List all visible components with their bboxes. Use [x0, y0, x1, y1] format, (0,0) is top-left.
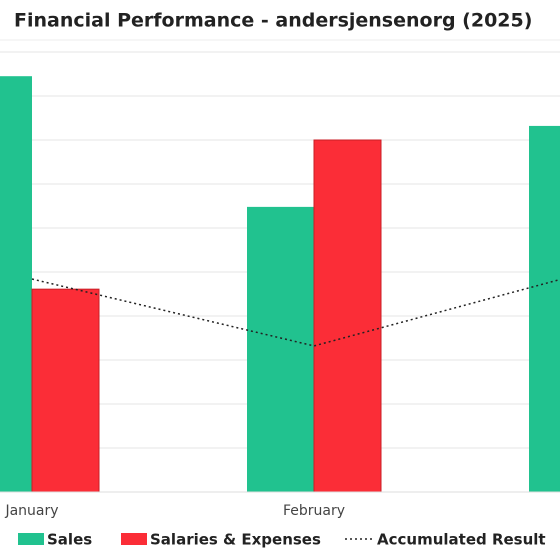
- legend-label: Sales: [47, 531, 92, 549]
- bar: [31, 288, 100, 493]
- accumulated-line: [31, 278, 560, 347]
- legend-swatch: [121, 533, 147, 545]
- bar: [529, 125, 560, 493]
- bar: [0, 76, 32, 492]
- bar: [247, 206, 314, 492]
- legend-label: Salaries & Expenses: [150, 531, 321, 549]
- x-tick-label: January: [4, 503, 58, 519]
- legend-label: Accumulated Result: [377, 531, 546, 549]
- chart-title: Financial Performance - andersjensenorg …: [14, 10, 532, 32]
- legend-swatch: [18, 533, 44, 545]
- bar: [313, 139, 382, 493]
- x-tick-label: February: [283, 503, 345, 519]
